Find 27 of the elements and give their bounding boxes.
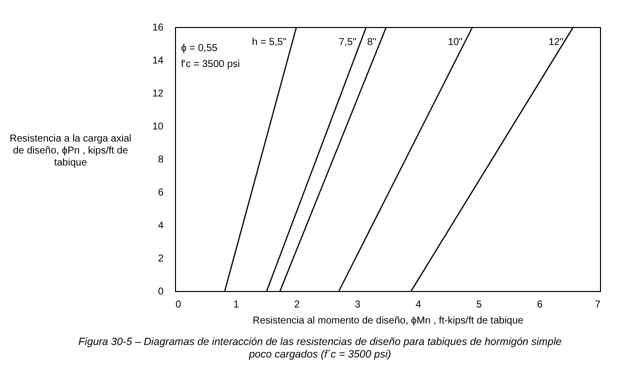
x-tick-label: 5 [476,300,482,310]
series-label: 10" [448,37,463,48]
series-label: 7,5" [338,37,357,48]
x-tick-label: 4 [416,300,422,310]
y-tick-label: 4 [158,220,164,232]
x-tick-label: 2 [294,300,300,310]
y-axis-title: Resistencia a la carga axial de diseño, ϕPn , kips/ft de tabique [10,133,132,168]
x-tick-label: 7 [594,300,601,310]
text: Figura 30-5 – Diagramas de interacción de las resistencias de diseño para tabiques de hormigón simple poco cargados (f´c = 3500 psi) [78,336,562,360]
y-tick-label: 2 [158,254,164,264]
y-tick-label: 12 [152,88,164,100]
series-label: 8" [367,37,377,48]
x-tick-label: 0 [176,300,182,310]
y-tick-label: 0 [158,286,164,298]
annotation: f'c = 3500 psi [181,59,240,70]
x-tick-label: 6 [537,300,544,310]
x-tick-label: 1 [233,300,240,310]
series-label: h = 5,5" [252,37,287,48]
y-tick-label: 10 [152,122,164,132]
y-tick-label: 14 [152,56,164,66]
x-tick-label: 3 [354,300,361,310]
x-axis-title: Resistencia al momento de diseño, ϕMn , ft-kips/ft de tabique [252,316,524,326]
y-tick-label: 16 [152,22,164,34]
y-tick-label: 8 [158,154,164,166]
y-tick-label: 6 [158,188,164,198]
series-label: 12" [548,37,564,48]
annotation: ϕ = 0,55 [181,43,218,54]
